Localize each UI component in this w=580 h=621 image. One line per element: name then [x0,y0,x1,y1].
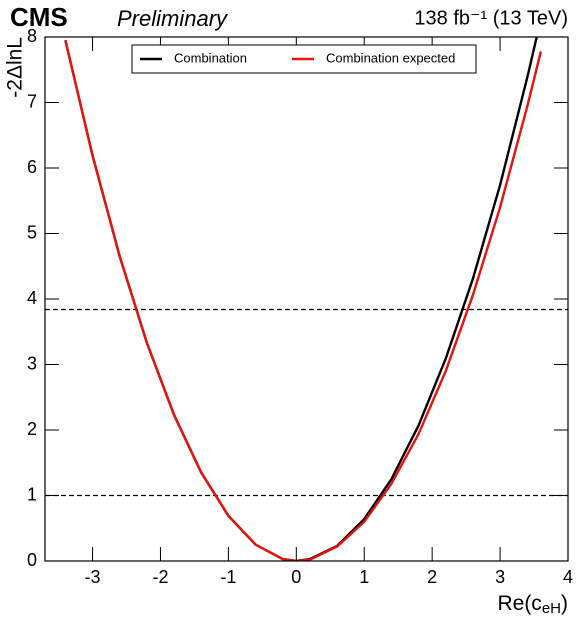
y-tick-label: 1 [27,484,37,504]
y-tick-label: 5 [27,222,37,242]
y-tick-label: 2 [27,419,37,439]
y-tick-label: 8 [27,26,37,46]
x-tick-label: -1 [220,567,236,587]
series-line [64,37,538,561]
y-tick-label: 0 [27,550,37,570]
x-label-sub: eH [542,600,561,617]
x-label-close: ) [561,592,568,615]
y-axis-label: -2ΔlnL [4,37,27,98]
y-tick-label: 4 [27,288,37,308]
x-tick-label: 2 [427,567,437,587]
x-tick-label: -2 [152,567,168,587]
x-tick-label: -3 [85,567,101,587]
x-axis-label: Re(ceH) [497,592,568,617]
legend-label: Combination [174,50,247,65]
series-line [64,39,542,561]
y-tick-label: 6 [27,157,37,177]
x-tick-label: 0 [291,567,301,587]
plot-area [45,37,568,561]
y-tick-label: 7 [27,91,37,111]
x-tick-label: 1 [359,567,369,587]
plot-frame [44,36,569,562]
x-label-main: Re(c [497,592,541,615]
y-tick-label: 3 [27,353,37,373]
legend-label: Combination expected [326,50,455,65]
lumi-label: 138 fb⁻¹ (13 TeV) [414,7,568,29]
x-tick-label: 4 [563,567,573,587]
x-tick-label: 3 [495,567,505,587]
chart-title: CMS [10,2,68,32]
chart-subtitle: Preliminary [117,6,229,31]
